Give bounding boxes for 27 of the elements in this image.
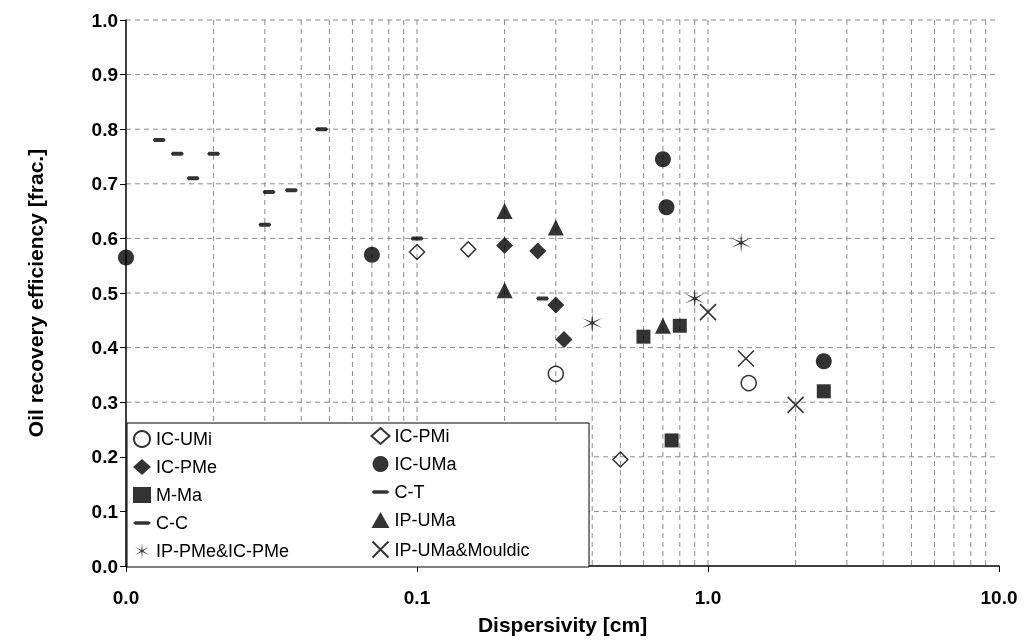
- legend-label: C-C: [156, 513, 188, 533]
- x-tick-label: 1.0: [694, 587, 722, 608]
- y-tick-label: 0.8: [91, 118, 118, 140]
- y-tick-label: 0.5: [91, 282, 119, 304]
- legend-label: C-T: [394, 482, 425, 502]
- legend-label: IP-UMa&Mouldic: [394, 539, 530, 560]
- y-tick-label: 1.0: [91, 9, 118, 31]
- x-tick-label: 0.0: [112, 587, 140, 608]
- legend-label: IC-UMa: [394, 454, 458, 474]
- x-tick-label: 10.0: [980, 587, 1018, 608]
- y-tick-label: 0.1: [91, 500, 119, 522]
- legend-label: IP-UMa: [394, 510, 457, 530]
- x-axis-title: Dispersivity [cm]: [477, 613, 648, 636]
- legend-label: IP-PMe&IC-PMe: [156, 541, 290, 561]
- y-tick-label: 0.3: [91, 391, 118, 413]
- y-axis-title: Oil recovery efficiency [frac.]: [24, 148, 47, 438]
- y-tick-label: 0.9: [91, 64, 118, 86]
- y-tick-label: 0.7: [91, 173, 118, 195]
- legend-label: IC-PMi: [394, 426, 450, 446]
- legend-label: IC-PMe: [156, 457, 218, 477]
- y-tick-label: 0.2: [91, 446, 118, 468]
- y-tick-label: 0.4: [91, 337, 119, 359]
- y-tick-label: 0.0: [91, 555, 118, 577]
- x-tick-label: 0.1: [403, 587, 431, 608]
- y-tick-label: 0.6: [91, 227, 118, 249]
- legend-label: IC-UMi: [156, 429, 212, 449]
- legend-label: M-Ma: [156, 485, 203, 505]
